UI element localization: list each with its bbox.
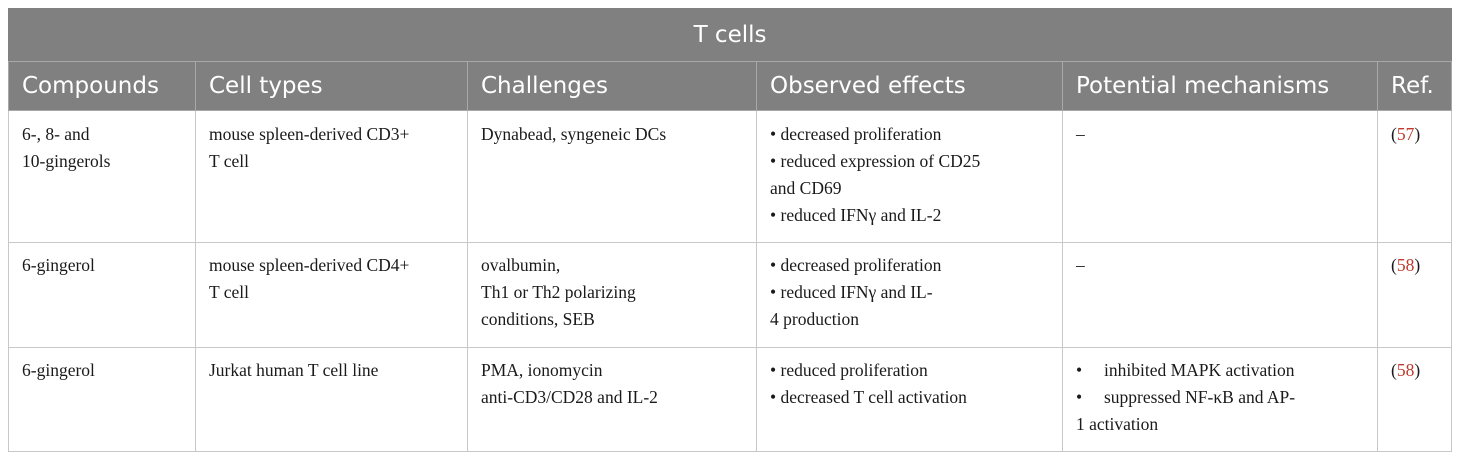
cell-challenges: ovalbumin, Th1 or Th2 polarizing conditi… (467, 242, 757, 348)
cell-effects: decreased proliferation reduced expressi… (756, 110, 1063, 243)
bullet-continuation: and CD69 (770, 178, 842, 198)
cell-line: PMA, ionomycin (481, 360, 603, 380)
cell-line: 6-gingerol (22, 255, 95, 275)
table-container: T cells Compounds Cell types Challenges … (7, 8, 1453, 452)
cell-compound: 6-, 8- and 10-gingerols (8, 110, 196, 243)
cell-mechanisms: inhibited MAPK activation suppressed NF-… (1062, 347, 1378, 452)
bullet-continuation: 4 production (770, 309, 859, 329)
cell-line: mouse spleen-derived CD4+ (209, 255, 410, 275)
cell-line: ovalbumin, (481, 255, 561, 275)
bullet-item: reduced expression of CD25 (770, 148, 1054, 175)
cell-cell-type: mouse spleen-derived CD4+ T cell (195, 242, 468, 348)
cell-effects: decreased proliferation reduced IFNγ and… (756, 242, 1063, 348)
bullet-item: reduced IFNγ and IL-2 (770, 202, 1054, 229)
ref-link[interactable]: 57 (1396, 124, 1415, 144)
header-observed-effects: Observed effects (756, 61, 1063, 111)
cell-line: T cell (209, 282, 250, 302)
cell-ref: (58) (1376, 242, 1453, 348)
cell-line: Jurkat human T cell line (209, 360, 379, 380)
cell-effects: reduced proliferation decreased T cell a… (756, 347, 1063, 452)
cell-compound: 6-gingerol (8, 242, 196, 348)
cell-line: 6-, 8- and (22, 124, 90, 144)
bullet-item: decreased proliferation (770, 252, 1054, 279)
bullet-item: decreased proliferation (770, 121, 1054, 148)
cell-ref: (58) (1376, 347, 1453, 452)
bullet-item: decreased T cell activation (770, 384, 1054, 411)
header-cell-types: Cell types (195, 61, 468, 111)
t-cells-table: T cells Compounds Cell types Challenges … (7, 8, 1453, 452)
table-title: T cells (7, 8, 1453, 62)
header-ref: Ref. (1376, 61, 1453, 111)
ref-link[interactable]: 58 (1396, 360, 1415, 380)
table-row: 6-, 8- and 10-gingerols mouse spleen-der… (8, 110, 1453, 243)
cell-line: – (1076, 124, 1085, 144)
cell-line: 10-gingerols (22, 151, 111, 171)
cell-line: Th1 or Th2 polarizing (481, 282, 636, 302)
cell-line: anti-CD3/CD28 and IL-2 (481, 387, 658, 407)
header-potential-mechanisms: Potential mechanisms (1062, 61, 1378, 111)
cell-line: 6-gingerol (22, 360, 95, 380)
cell-challenges: Dynabead, syngeneic DCs (467, 110, 757, 243)
cell-line: Dynabead, syngeneic DCs (481, 124, 667, 144)
cell-compound: 6-gingerol (8, 347, 196, 452)
bullet-item: reduced IFNγ and IL- (770, 279, 1054, 306)
bullet-item: suppressed NF-κB and AP- (1076, 384, 1369, 411)
cell-line: T cell (209, 151, 250, 171)
cell-mechanisms: – (1062, 110, 1378, 243)
cell-cell-type: mouse spleen-derived CD3+ T cell (195, 110, 468, 243)
cell-mechanisms: – (1062, 242, 1378, 348)
cell-line: – (1076, 255, 1085, 275)
bullet-continuation: 1 activation (1076, 414, 1159, 434)
ref-link[interactable]: 58 (1396, 255, 1415, 275)
cell-challenges: PMA, ionomycin anti-CD3/CD28 and IL-2 (467, 347, 757, 452)
table-row: 6-gingerol Jurkat human T cell line PMA,… (8, 347, 1453, 452)
header-compounds: Compounds (8, 61, 196, 111)
cell-line: mouse spleen-derived CD3+ (209, 124, 410, 144)
cell-cell-type: Jurkat human T cell line (195, 347, 468, 452)
cell-line: conditions, SEB (481, 309, 595, 329)
bullet-item: inhibited MAPK activation (1076, 357, 1369, 384)
table-row: 6-gingerol mouse spleen-derived CD4+ T c… (8, 242, 1453, 348)
bullet-item: reduced proliferation (770, 357, 1054, 384)
header-challenges: Challenges (467, 61, 757, 111)
cell-ref: (57) (1376, 110, 1453, 243)
